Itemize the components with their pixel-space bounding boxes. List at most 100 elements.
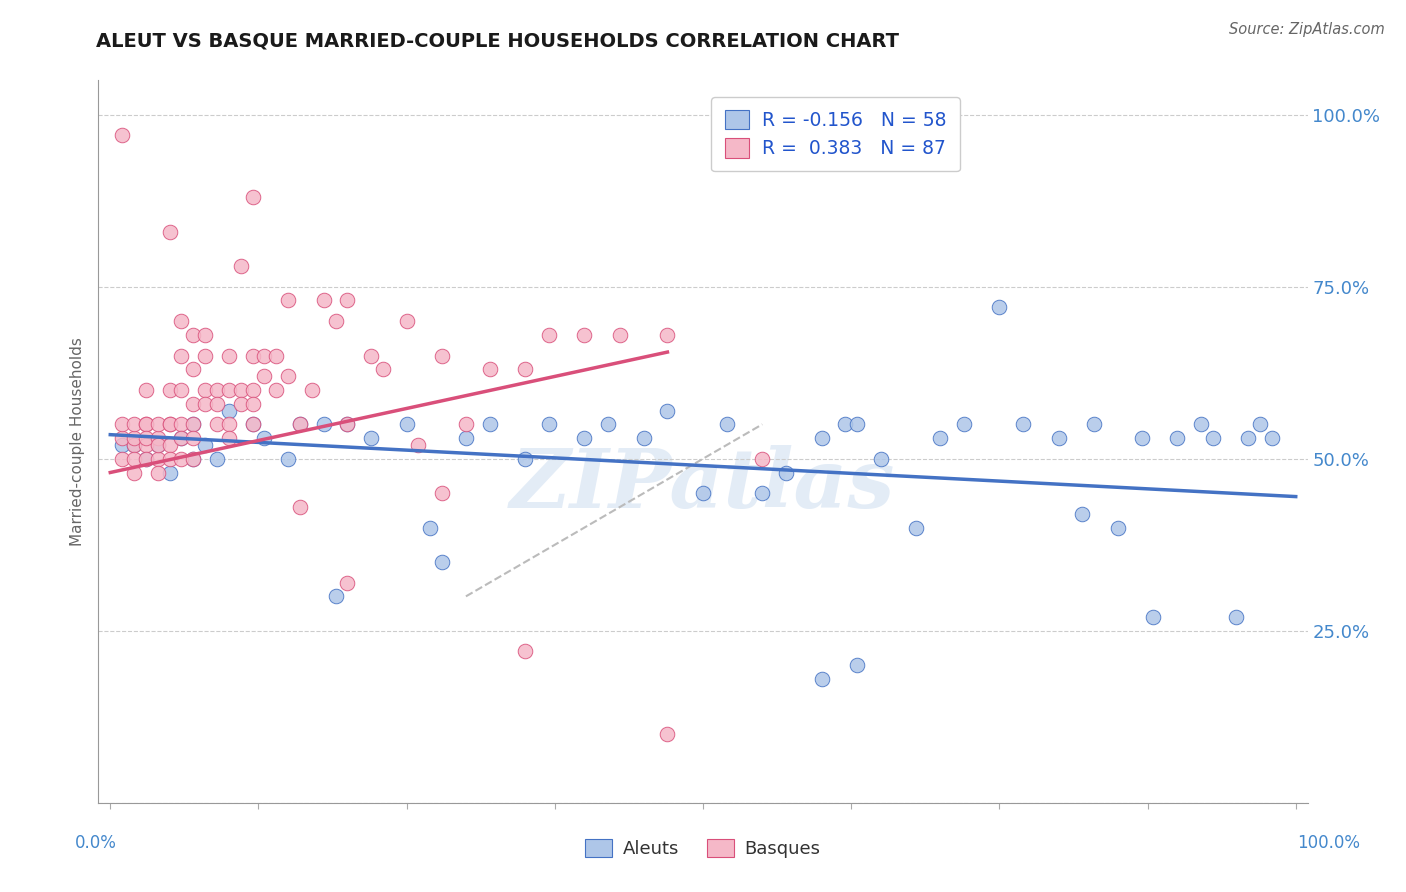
Point (229, 259, 252, 273)
Point (111, 417, 134, 432)
Point (146, 431, 169, 445)
Point (751, 451, 773, 466)
Point (253, 369, 276, 384)
Point (135, 451, 157, 466)
Point (146, 438, 169, 452)
Point (194, 438, 217, 452)
Point (181, 451, 204, 466)
Point (146, 438, 169, 452)
Point (218, 349, 240, 363)
Point (170, 417, 193, 432)
Point (598, 417, 620, 432)
Point (1166, 431, 1188, 445)
Text: 100.0%: 100.0% (1298, 834, 1360, 852)
Point (242, 397, 264, 411)
Point (432, 486, 454, 500)
Point (432, 555, 454, 569)
Text: ALEUT VS BASQUE MARRIED-COUPLE HOUSEHOLDS CORRELATION CHART: ALEUT VS BASQUE MARRIED-COUPLE HOUSEHOLD… (96, 31, 898, 50)
Point (122, 438, 145, 452)
Point (135, 451, 157, 466)
Point (277, 451, 299, 466)
Point (181, 451, 204, 466)
Point (218, 431, 240, 445)
Point (159, 417, 181, 432)
Point (1261, 431, 1284, 445)
Point (170, 431, 193, 445)
Text: Source: ZipAtlas.com: Source: ZipAtlas.com (1229, 22, 1385, 37)
Point (242, 383, 264, 397)
Point (336, 293, 359, 308)
Point (135, 438, 157, 452)
Point (1249, 417, 1271, 432)
Legend: Aleuts, Basques: Aleuts, Basques (576, 830, 830, 867)
Point (288, 417, 311, 432)
Point (312, 293, 335, 308)
Y-axis label: Married-couple Households: Married-couple Households (70, 337, 86, 546)
Point (952, 417, 974, 432)
Point (478, 417, 501, 432)
Legend: R = -0.156   N = 58, R =  0.383   N = 87: R = -0.156 N = 58, R = 0.383 N = 87 (711, 97, 960, 171)
Point (242, 417, 264, 432)
Point (336, 575, 359, 590)
Point (135, 431, 157, 445)
Point (834, 417, 856, 432)
Point (657, 727, 679, 741)
Point (181, 362, 204, 376)
Point (159, 438, 181, 452)
Point (194, 349, 217, 363)
Point (1107, 520, 1129, 534)
Point (205, 397, 228, 411)
Point (194, 383, 217, 397)
Point (692, 486, 714, 500)
Point (159, 451, 181, 466)
Point (277, 369, 299, 384)
Point (1047, 431, 1070, 445)
Point (1130, 431, 1153, 445)
Point (205, 451, 228, 466)
Point (515, 644, 537, 658)
Point (395, 314, 418, 328)
Point (454, 417, 477, 432)
Point (159, 466, 181, 480)
Point (716, 417, 738, 432)
Point (574, 431, 596, 445)
Point (336, 417, 359, 432)
Point (775, 466, 797, 480)
Point (122, 466, 145, 480)
Point (205, 383, 228, 397)
Text: 0.0%: 0.0% (75, 834, 117, 852)
Point (111, 451, 134, 466)
Point (122, 438, 145, 452)
Point (810, 431, 832, 445)
Point (537, 417, 560, 432)
Point (194, 397, 217, 411)
Point (1202, 431, 1225, 445)
Point (122, 417, 145, 432)
Point (846, 658, 869, 673)
Point (574, 327, 596, 342)
Point (419, 520, 441, 534)
Point (1071, 507, 1094, 521)
Point (170, 383, 193, 397)
Point (170, 314, 193, 328)
Point (657, 403, 679, 417)
Point (159, 383, 181, 397)
Point (1083, 417, 1105, 432)
Point (515, 451, 537, 466)
Point (181, 417, 204, 432)
Point (146, 451, 169, 466)
Point (146, 466, 169, 480)
Point (846, 417, 869, 432)
Point (336, 417, 359, 432)
Text: ZIPatlas: ZIPatlas (510, 445, 896, 524)
Point (633, 431, 655, 445)
Point (810, 672, 832, 686)
Point (253, 349, 276, 363)
Point (242, 190, 264, 204)
Point (1012, 417, 1035, 432)
Point (288, 500, 311, 514)
Point (515, 362, 537, 376)
Point (264, 383, 287, 397)
Point (181, 431, 204, 445)
Point (170, 451, 193, 466)
